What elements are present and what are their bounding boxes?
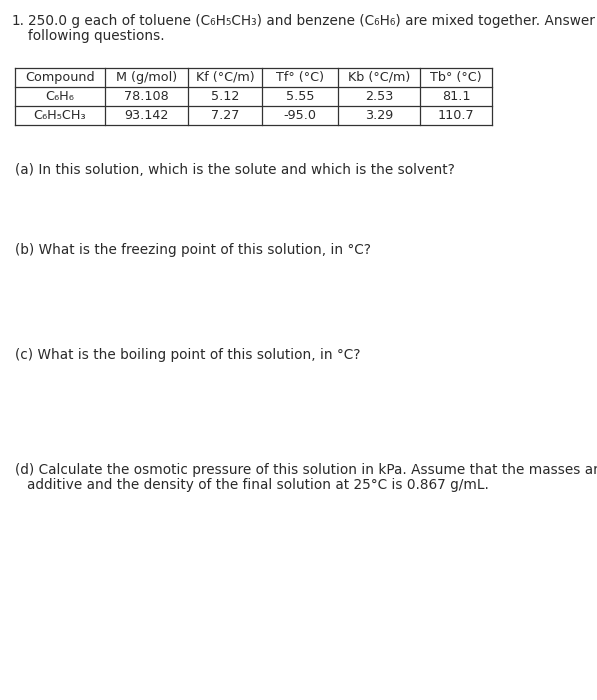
Text: 5.55: 5.55 — [286, 90, 314, 103]
Text: additive and the density of the final solution at 25°C is 0.867 g/mL.: additive and the density of the final so… — [27, 478, 489, 492]
Text: Kb (°C/m): Kb (°C/m) — [348, 71, 410, 84]
Text: (c) What is the boiling point of this solution, in °C?: (c) What is the boiling point of this so… — [15, 348, 361, 362]
Text: 93.142: 93.142 — [124, 109, 169, 122]
Text: -95.0: -95.0 — [284, 109, 316, 122]
Text: C₆H₅CH₃: C₆H₅CH₃ — [33, 109, 87, 122]
Text: 250.0 g each of toluene (C₆H₅CH₃) and benzene (C₆H₆) are mixed together. Answer : 250.0 g each of toluene (C₆H₅CH₃) and be… — [28, 14, 597, 28]
Text: 1.: 1. — [12, 14, 25, 28]
Text: Tf° (°C): Tf° (°C) — [276, 71, 324, 84]
Text: C₆H₆: C₆H₆ — [45, 90, 75, 103]
Text: 5.12: 5.12 — [211, 90, 239, 103]
Text: Kf (°C/m): Kf (°C/m) — [196, 71, 254, 84]
Text: 110.7: 110.7 — [438, 109, 474, 122]
Text: 2.53: 2.53 — [365, 90, 393, 103]
Text: (b) What is the freezing point of this solution, in °C?: (b) What is the freezing point of this s… — [15, 243, 371, 257]
Text: (a) In this solution, which is the solute and which is the solvent?: (a) In this solution, which is the solut… — [15, 163, 455, 177]
Text: Tb° (°C): Tb° (°C) — [430, 71, 482, 84]
Text: 7.27: 7.27 — [211, 109, 239, 122]
Text: (d) Calculate the osmotic pressure of this solution in kPa. Assume that the mass: (d) Calculate the osmotic pressure of th… — [15, 463, 597, 477]
Text: Compound: Compound — [25, 71, 95, 84]
Text: M (g/mol): M (g/mol) — [116, 71, 177, 84]
Text: 81.1: 81.1 — [442, 90, 470, 103]
Text: 3.29: 3.29 — [365, 109, 393, 122]
Text: 78.108: 78.108 — [124, 90, 169, 103]
Text: following questions.: following questions. — [28, 29, 165, 43]
